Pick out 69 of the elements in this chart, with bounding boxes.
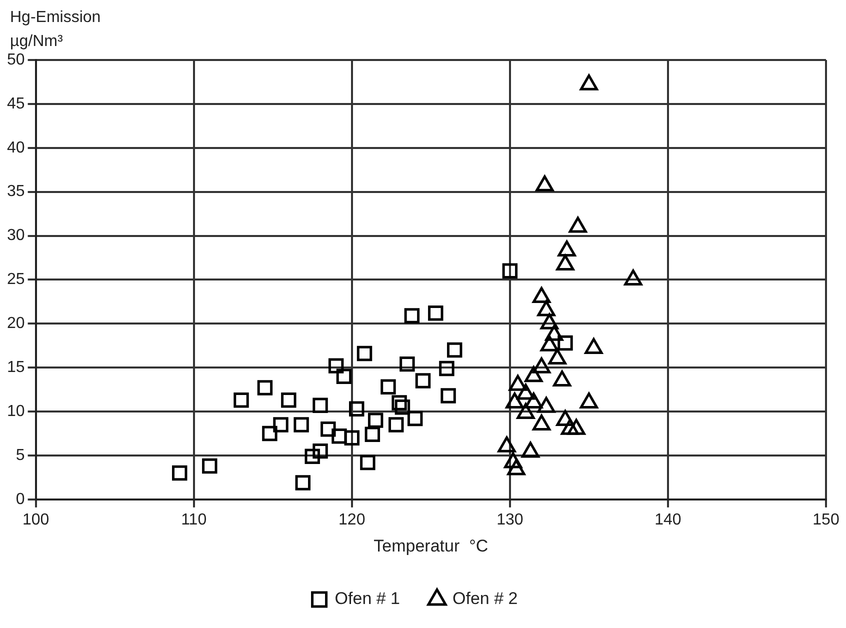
point — [580, 74, 598, 90]
point — [262, 426, 278, 442]
point — [257, 380, 273, 396]
point — [532, 287, 551, 304]
point — [295, 475, 310, 490]
y-tick-label: 40 — [7, 139, 25, 156]
point — [540, 313, 558, 330]
point — [312, 443, 328, 459]
x-tick-label: 140 — [654, 511, 682, 528]
point — [415, 373, 431, 388]
point — [312, 398, 328, 413]
legend-label: Ofen # 1 — [334, 589, 400, 608]
point — [536, 175, 554, 192]
point — [537, 300, 556, 316]
point — [558, 335, 573, 351]
point — [273, 417, 288, 432]
point — [568, 216, 587, 233]
point — [294, 417, 309, 432]
x-tick-label: 110 — [181, 511, 207, 528]
x-axis-title: Temperatur °C — [374, 536, 488, 556]
point — [281, 392, 296, 408]
point — [328, 358, 344, 374]
y-tick-label: 30 — [7, 227, 25, 244]
y-tick-label: 5 — [16, 446, 25, 464]
point — [388, 417, 404, 432]
point — [446, 342, 462, 358]
point — [392, 395, 407, 410]
point — [172, 465, 188, 481]
point — [439, 360, 454, 376]
y-tick-label: 45 — [7, 95, 25, 112]
point — [234, 392, 249, 408]
x-tick-label: 100 — [22, 511, 50, 528]
point — [332, 428, 347, 444]
point — [360, 454, 376, 470]
point — [624, 269, 642, 286]
point — [540, 335, 558, 352]
point — [320, 421, 336, 437]
point — [202, 458, 218, 474]
y-tick-label: 35 — [7, 183, 25, 200]
point — [548, 348, 566, 365]
y-tick-label: 25 — [7, 271, 25, 288]
x-tick-label: 120 — [338, 511, 366, 528]
point — [364, 426, 380, 442]
x-tick-label: 130 — [496, 511, 524, 528]
point — [394, 400, 410, 415]
y-tick-label: 0 — [16, 490, 25, 508]
point — [407, 410, 423, 426]
point — [349, 401, 364, 416]
point — [368, 412, 384, 428]
point — [404, 308, 420, 324]
y-tick-label: 50 — [7, 51, 25, 68]
y-axis-title: Hg-Emission µg/Nm³ — [10, 9, 101, 50]
point — [428, 305, 444, 321]
y-tick-label: 10 — [7, 402, 25, 420]
y-tick-label: 20 — [7, 315, 25, 332]
point — [304, 448, 320, 464]
point — [400, 356, 415, 372]
point — [553, 370, 572, 387]
x-tick-label: 150 — [812, 511, 840, 528]
point — [558, 240, 576, 256]
point — [344, 430, 360, 446]
point — [545, 324, 564, 341]
point — [556, 254, 574, 271]
y-tick-label: 15 — [7, 358, 25, 376]
legend-label: Ofen # 2 — [452, 589, 518, 608]
point — [380, 379, 396, 395]
point — [356, 346, 372, 362]
point — [440, 388, 456, 404]
point — [336, 368, 352, 384]
